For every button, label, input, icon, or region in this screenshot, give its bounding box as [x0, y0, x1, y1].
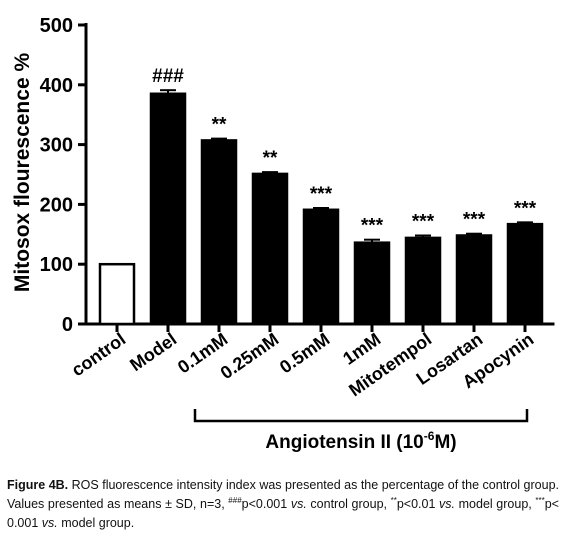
- caption-text: model group.: [57, 516, 135, 530]
- bars: [98, 89, 544, 326]
- y-tick-label: 200: [40, 194, 73, 216]
- bar: [302, 208, 340, 326]
- caption-vs: vs.: [41, 516, 58, 530]
- bar: [404, 236, 442, 326]
- bar: [353, 241, 391, 326]
- bracket-label-tail: M): [434, 432, 456, 453]
- caption-vs: vs.: [439, 497, 456, 511]
- bar-chart: 0 100 200 300 400 500 Mitosox flourescence % co…: [11, 15, 555, 453]
- caption-vs: vs.: [290, 497, 307, 511]
- x-tick-label: Model: [126, 329, 180, 375]
- y-tick-label: 400: [40, 75, 73, 97]
- y-axis-title: Mitosox flourescence %: [11, 53, 34, 293]
- caption-text: p<0.001: [241, 497, 291, 511]
- caption-sup: ###: [228, 496, 242, 505]
- caption-sup: **: [390, 496, 397, 505]
- y-tick-label: 0: [62, 314, 73, 336]
- bar: [149, 92, 187, 326]
- y-tick-label: 500: [40, 15, 73, 37]
- group-bracket: [193, 409, 529, 423]
- significance-label: **: [212, 115, 227, 136]
- figure-caption: Figure 4B. ROS fluorescence intensity in…: [7, 476, 559, 533]
- significance-label: ***: [412, 211, 435, 232]
- x-tick-label: control: [68, 329, 129, 380]
- caption-text: control group,: [306, 497, 391, 511]
- x-tick-label: 0.25mM: [217, 329, 283, 383]
- bracket-label-exponent: -6: [424, 429, 435, 443]
- bar: [251, 172, 289, 326]
- significance-label: ***: [361, 216, 384, 237]
- caption-text: model group,: [455, 497, 536, 511]
- caption-text: ROS fluorescence intensity index was pre…: [7, 478, 559, 511]
- bar: [200, 139, 238, 326]
- caption-label: Figure 4B.: [7, 478, 69, 492]
- y-tick-label: 100: [40, 254, 73, 276]
- bar: [455, 234, 493, 326]
- caption-text: p< 0.001: [7, 497, 559, 530]
- x-tick-label: 0.5mM: [276, 329, 333, 378]
- significance-label: ***: [463, 210, 486, 231]
- group-bracket-label: Angiotensin II (10-6M): [265, 429, 456, 453]
- caption-sup: ***: [535, 496, 545, 505]
- bracket-label-main: Angiotensin II (10: [265, 432, 423, 453]
- significance-label: ***: [310, 184, 333, 205]
- caption-text: p<0.01: [396, 497, 440, 511]
- significance-label: ***: [514, 198, 537, 219]
- bar: [98, 262, 136, 326]
- significance-label: **: [263, 148, 278, 169]
- y-tick-label: 300: [40, 135, 73, 157]
- significance-label: ###: [152, 66, 184, 87]
- bar: [506, 222, 544, 326]
